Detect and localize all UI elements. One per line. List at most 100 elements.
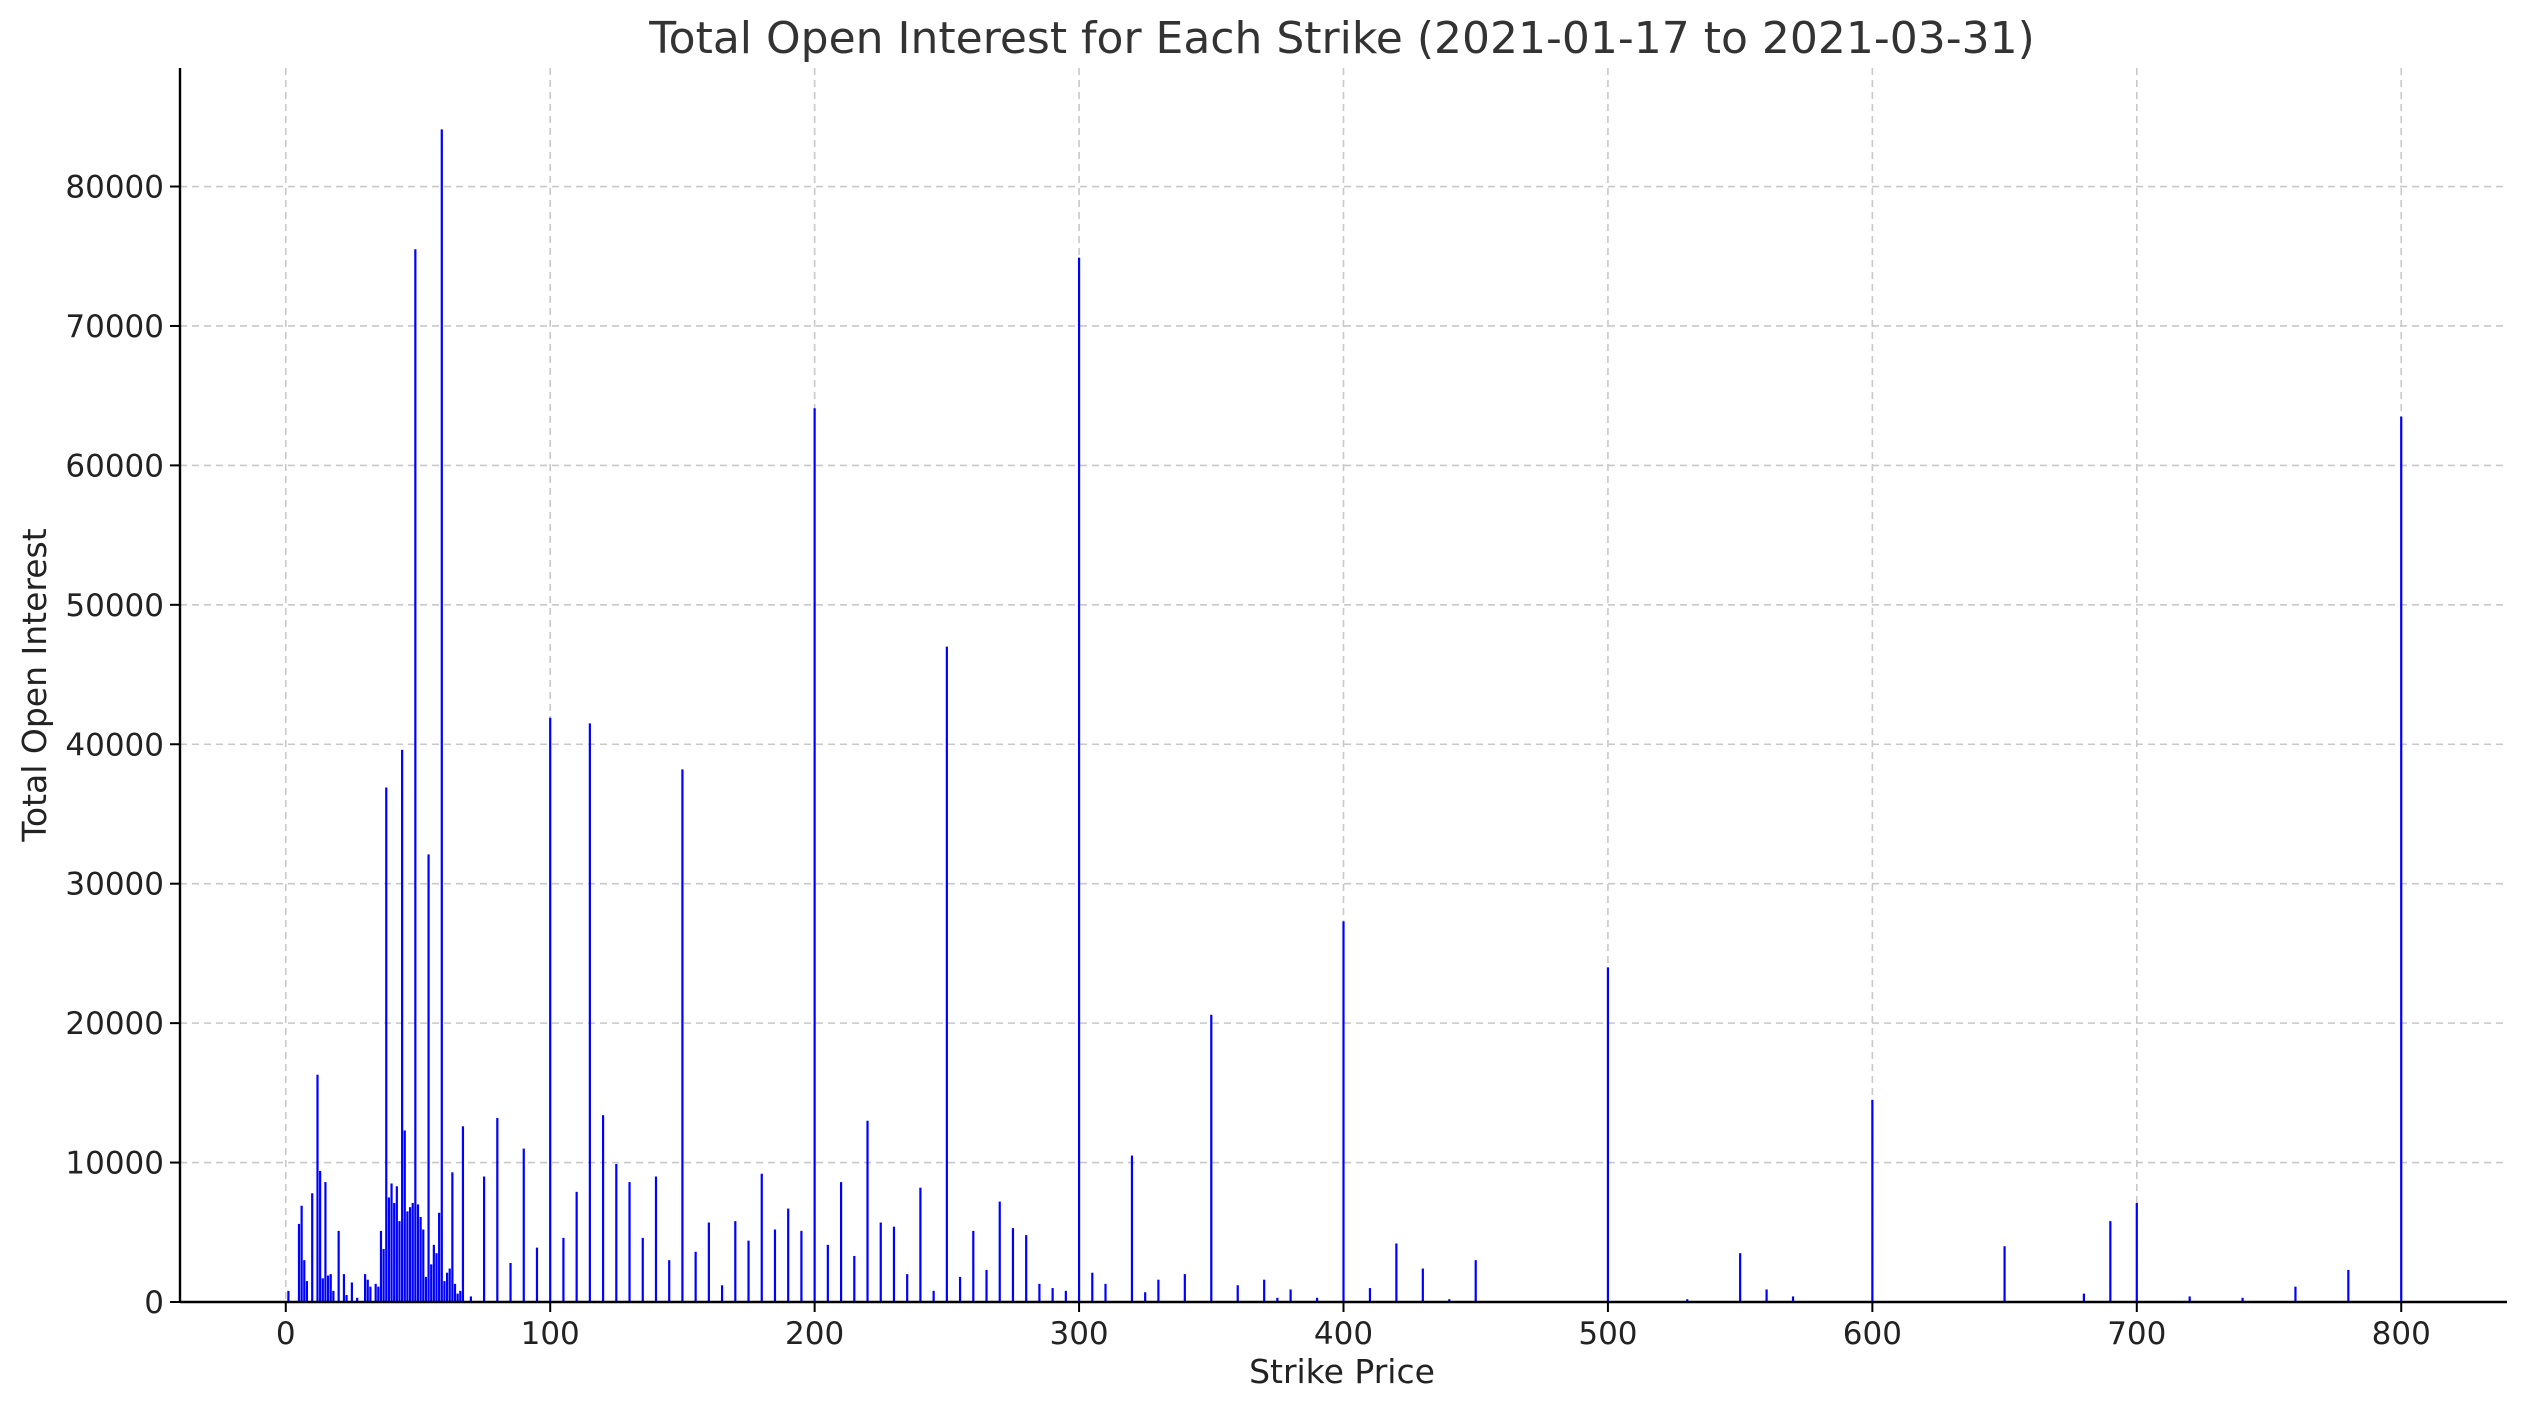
bar	[1448, 1299, 1451, 1302]
bar	[1791, 1296, 1795, 1302]
x-tick-label: 600	[1843, 1316, 1902, 1352]
bar	[720, 1285, 724, 1302]
bar	[1210, 1014, 1213, 1302]
bar	[2109, 1221, 2112, 1302]
bar	[601, 1115, 605, 1302]
bar	[416, 1204, 420, 1302]
bar	[1157, 1279, 1160, 1302]
x-tick-label: 100	[521, 1316, 580, 1352]
y-axis-ticks: 0 10000 20000 30000 40000 50000 60000 70000 8000…	[65, 170, 180, 1321]
bar	[419, 1216, 422, 1302]
bar	[379, 1230, 383, 1302]
bar	[356, 1297, 359, 1302]
bar	[2241, 1297, 2244, 1302]
bar	[443, 1281, 446, 1302]
bar	[932, 1290, 935, 1302]
bar	[2135, 1203, 2138, 1302]
x-tick-label: 800	[2372, 1316, 2431, 1352]
bar	[800, 1230, 803, 1302]
bar	[1474, 1260, 1477, 1302]
bar	[1051, 1288, 1054, 1302]
bar	[2082, 1293, 2086, 1302]
bar	[496, 1117, 499, 1302]
bar	[414, 249, 417, 1303]
bar	[1739, 1253, 1742, 1302]
bar	[469, 1296, 472, 1302]
y-tick-label: 70000	[65, 309, 164, 345]
bar	[1091, 1272, 1094, 1302]
bar	[1871, 1099, 1874, 1302]
bar	[813, 408, 816, 1303]
bar	[760, 1173, 763, 1302]
bar	[839, 1182, 843, 1302]
bar	[448, 1268, 451, 1302]
bar	[562, 1237, 565, 1302]
bar	[2347, 1269, 2350, 1302]
bar	[297, 1223, 301, 1302]
bar	[2188, 1296, 2191, 1302]
bar	[438, 1212, 441, 1302]
bar	[879, 1222, 882, 1302]
bar	[401, 749, 404, 1302]
bar	[387, 1197, 391, 1302]
chart-title: Total Open Interest for Each Strike (202…	[648, 13, 2034, 64]
bar	[303, 1260, 306, 1302]
bar	[398, 1221, 401, 1302]
bar	[615, 1163, 618, 1302]
bar	[321, 1278, 324, 1302]
bar	[1130, 1155, 1134, 1302]
bar	[2003, 1246, 2006, 1302]
x-tick-label: 700	[2107, 1316, 2166, 1352]
bar	[366, 1279, 369, 1302]
bar	[919, 1187, 922, 1302]
bar	[432, 1244, 435, 1302]
bar	[998, 1201, 1001, 1302]
bar	[1263, 1279, 1266, 1302]
bar	[287, 1290, 290, 1302]
bar	[958, 1276, 962, 1302]
bar	[787, 1208, 790, 1302]
x-tick-label: 0	[276, 1316, 296, 1352]
bar	[430, 1264, 433, 1302]
bar	[945, 646, 948, 1302]
bar	[826, 1244, 829, 1302]
bar	[1025, 1235, 1028, 1302]
bar	[588, 723, 591, 1302]
bar	[1395, 1243, 1398, 1302]
x-tick-label: 500	[1578, 1316, 1637, 1352]
bar	[668, 1260, 671, 1302]
bar	[382, 1249, 385, 1302]
bar	[1342, 921, 1345, 1302]
bar	[311, 1193, 314, 1302]
bar	[1077, 257, 1081, 1303]
bar	[972, 1230, 975, 1302]
bar	[654, 1176, 658, 1302]
bar	[385, 787, 388, 1302]
bar	[1064, 1290, 1067, 1302]
bar	[1765, 1289, 1768, 1302]
bar	[453, 1283, 457, 1302]
y-tick-label: 20000	[65, 1006, 164, 1042]
bar	[332, 1290, 335, 1302]
y-axis-title: Total Open Interest	[15, 528, 54, 842]
bar	[369, 1286, 372, 1302]
bar	[364, 1274, 367, 1302]
bar	[549, 717, 552, 1302]
y-tick-label: 30000	[65, 867, 164, 903]
bar	[456, 1293, 459, 1302]
bar	[393, 1203, 396, 1302]
bar	[319, 1170, 322, 1302]
bar	[482, 1176, 486, 1302]
bar	[1315, 1297, 1319, 1302]
bar	[1289, 1289, 1292, 1302]
bar	[1144, 1292, 1147, 1302]
bar	[324, 1182, 327, 1302]
bar	[1276, 1297, 1279, 1302]
bar	[1606, 967, 1610, 1302]
bar	[575, 1191, 578, 1302]
y-tick-label: 0	[144, 1285, 164, 1321]
bar	[377, 1286, 380, 1302]
bar	[403, 1130, 406, 1302]
bar	[1183, 1274, 1186, 1302]
